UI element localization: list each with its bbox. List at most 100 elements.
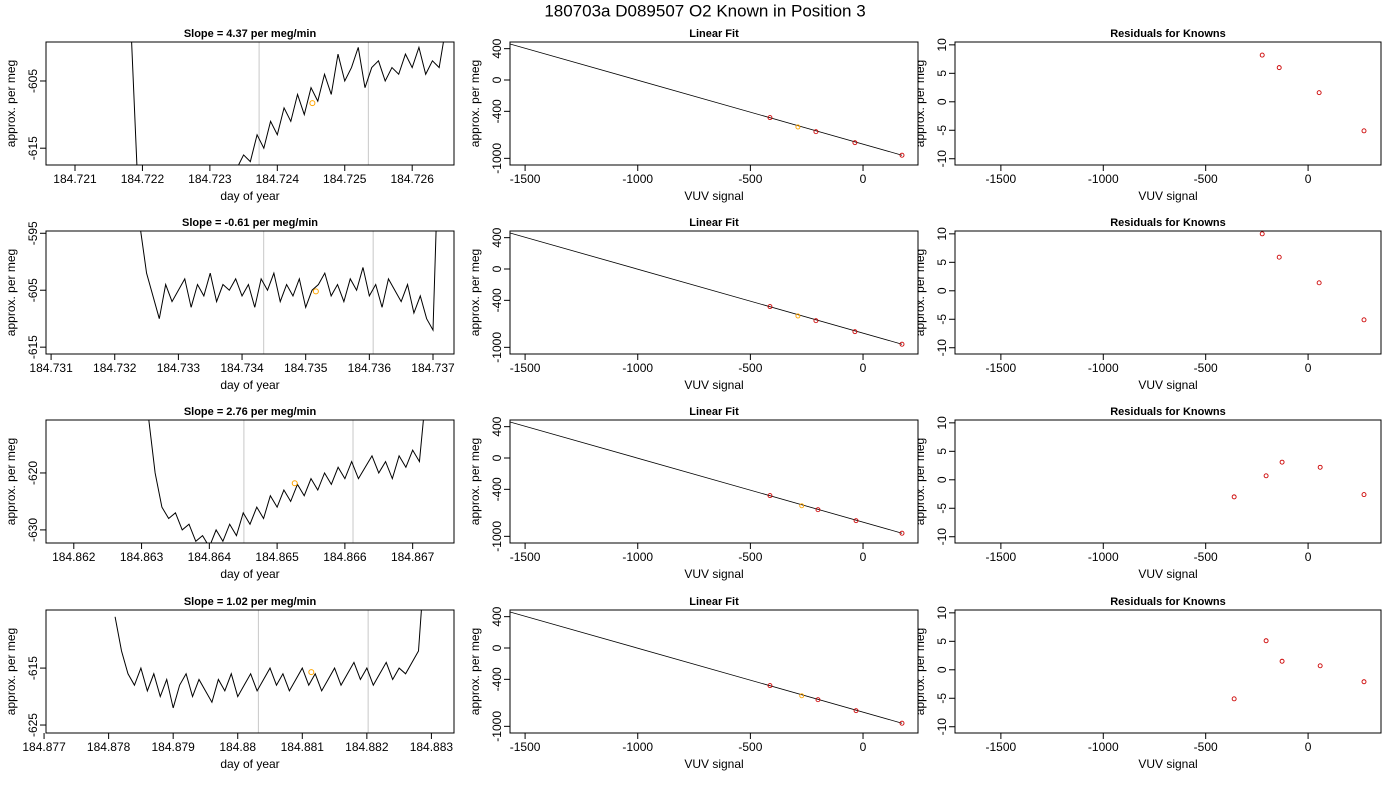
x-axis-label: day of year xyxy=(220,189,279,203)
x-tick-label: 184.865 xyxy=(255,550,299,564)
y-tick-label: 0 xyxy=(490,644,504,651)
x-tick-label: -1500 xyxy=(510,361,541,375)
x-tick-label: -500 xyxy=(738,740,762,754)
plot-area xyxy=(510,421,905,536)
page-title: 180703a D089507 O2 Known in Position 3 xyxy=(544,1,865,20)
plot-frame xyxy=(45,609,455,734)
x-tick-label: 184.736 xyxy=(348,361,392,375)
panel: Residuals for Knowns VUV signal approx. pe… xyxy=(913,28,1382,203)
x-tick-label: 184.725 xyxy=(323,172,367,186)
data-point xyxy=(767,493,773,499)
y-tick-label: 10 xyxy=(935,606,949,620)
x-tick-label: 184.866 xyxy=(323,550,367,564)
plot-frame xyxy=(45,419,455,544)
data-point xyxy=(1259,52,1265,58)
highlight-point xyxy=(308,669,315,676)
x-tick-label: 184.735 xyxy=(284,361,328,375)
x-tick-label: 184.737 xyxy=(411,361,455,375)
x-tick-label: 0 xyxy=(1305,740,1312,754)
panel: Linear Fit VUV signal approx. per meg -1500… xyxy=(468,217,919,392)
y-tick-label: 10 xyxy=(935,227,949,241)
data-line xyxy=(148,420,424,543)
x-tick-label: 184.88 xyxy=(219,740,256,754)
x-axis-label: VUV signal xyxy=(1138,378,1197,392)
x-tick-label: -1500 xyxy=(986,172,1017,186)
y-tick-label: -605 xyxy=(26,278,40,302)
y-tick-label: 0 xyxy=(935,98,949,105)
data-point xyxy=(1263,473,1269,479)
x-tick-label: 0 xyxy=(860,172,867,186)
y-axis-label: approx. per meg xyxy=(468,628,482,715)
panel: Linear Fit VUV signal approx. per meg -1500… xyxy=(468,406,919,581)
panel-title: Residuals for Knowns xyxy=(1110,217,1226,229)
x-tick-label: 184.733 xyxy=(157,361,201,375)
y-axis-label: approx. per meg xyxy=(468,60,482,147)
x-tick-label: 184.723 xyxy=(188,172,232,186)
y-tick-label: 400 xyxy=(490,38,504,58)
plot-frame xyxy=(954,230,1382,355)
y-tick-label: 400 xyxy=(490,227,504,247)
highlight-point xyxy=(309,100,316,107)
data-point xyxy=(852,329,858,335)
data-point xyxy=(899,341,905,347)
y-tick-label: -615 xyxy=(26,335,40,359)
y-axis-label: approx. per meg xyxy=(913,438,927,525)
panel: Residuals for Knowns VUV signal approx. pe… xyxy=(913,596,1382,771)
x-tick-label: 184.732 xyxy=(93,361,137,375)
y-tick-label: -400 xyxy=(490,477,504,501)
plot-area xyxy=(510,232,905,347)
panel-title: Slope = 2.76 per meg/min xyxy=(184,406,317,418)
data-point xyxy=(767,304,773,310)
highlight-point xyxy=(291,480,298,487)
data-point xyxy=(1276,65,1282,71)
y-tick-label: 0 xyxy=(935,476,949,483)
y-tick-label: -1000 xyxy=(490,143,504,174)
x-tick-label: 184.867 xyxy=(391,550,435,564)
data-point xyxy=(853,708,859,714)
y-axis-label: approx. per meg xyxy=(4,60,18,147)
data-point xyxy=(1316,90,1322,96)
x-tick-label: 184.882 xyxy=(345,740,389,754)
data-point xyxy=(1276,254,1282,260)
x-tick-label: -1000 xyxy=(622,550,653,564)
y-tick-label: 5 xyxy=(935,638,949,645)
y-tick-label: -5 xyxy=(935,503,949,514)
x-tick-label: -1000 xyxy=(622,361,653,375)
x-tick-label: 184.878 xyxy=(87,740,131,754)
data-point xyxy=(852,140,858,146)
y-tick-label: 5 xyxy=(935,70,949,77)
y-tick-label: 0 xyxy=(490,454,504,461)
x-tick-label: -1500 xyxy=(986,550,1017,564)
data-point xyxy=(815,507,821,513)
plot-area xyxy=(510,43,905,158)
y-tick-label: -630 xyxy=(26,518,40,542)
y-tick-label: -5 xyxy=(935,693,949,704)
panel: Slope = 2.76 per meg/min day of year appro… xyxy=(4,406,455,581)
y-axis-label: approx. per meg xyxy=(913,249,927,336)
plot-frame xyxy=(509,41,919,166)
x-axis-label: day of year xyxy=(220,757,279,771)
y-axis-label: approx. per meg xyxy=(4,438,18,525)
data-point xyxy=(795,124,801,130)
x-tick-label: -500 xyxy=(738,361,762,375)
plot-area xyxy=(114,610,422,733)
y-tick-label: -625 xyxy=(26,713,40,737)
data-point xyxy=(1279,459,1285,465)
data-point xyxy=(899,530,905,536)
x-tick-label: 184.864 xyxy=(188,550,232,564)
x-tick-label: -1000 xyxy=(1088,740,1119,754)
data-point xyxy=(899,720,905,726)
plot-area xyxy=(148,420,424,543)
data-point xyxy=(1361,317,1367,323)
x-tick-label: 184.724 xyxy=(256,172,300,186)
x-tick-label: 0 xyxy=(1305,361,1312,375)
x-tick-label: -1000 xyxy=(1088,361,1119,375)
x-tick-label: -1000 xyxy=(622,172,653,186)
panel-title: Slope = -0.61 per meg/min xyxy=(182,217,318,229)
data-point xyxy=(1259,231,1265,237)
plot-frame xyxy=(954,419,1382,544)
x-tick-label: -500 xyxy=(1194,361,1218,375)
y-tick-label: 10 xyxy=(935,38,949,52)
y-tick-label: -620 xyxy=(26,461,40,485)
y-axis-label: approx. per meg xyxy=(4,628,18,715)
